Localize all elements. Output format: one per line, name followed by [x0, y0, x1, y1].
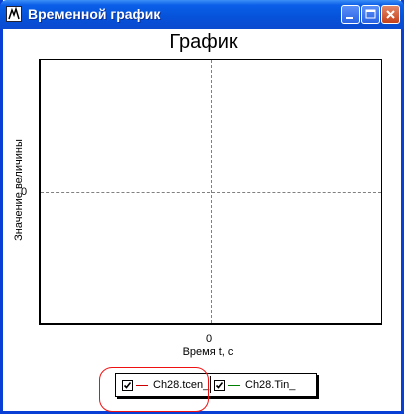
maximize-button[interactable] [361, 5, 380, 24]
app-icon[interactable] [6, 6, 22, 22]
legend-label: Ch28.Tin_ [245, 379, 295, 391]
y-axis-label: Значение величины [13, 125, 25, 255]
chart-title: График [6, 31, 401, 54]
legend-item-ch28-tin[interactable]: Ch28.Tin_ [214, 377, 295, 393]
minimize-button[interactable] [341, 5, 360, 24]
window-title: Временной график [28, 6, 160, 22]
series-swatch [228, 385, 240, 386]
legend-separator [210, 376, 211, 393]
x-tick-label: 0 [206, 333, 212, 345]
title-bar[interactable]: Временной график [0, 0, 404, 29]
series-checkbox[interactable] [214, 380, 225, 391]
x-axis-label: Время t, с [6, 346, 404, 358]
chart-area: График 0 0 Значение величины Время t, с … [6, 29, 401, 411]
grid-line-horizontal [41, 192, 381, 193]
plot-area [39, 59, 382, 325]
close-button[interactable] [381, 5, 400, 24]
highlight-annotation [99, 367, 209, 412]
